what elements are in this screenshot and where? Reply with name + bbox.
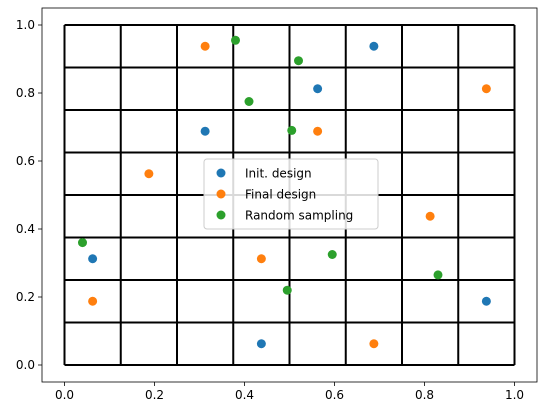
data-point-series-2 (287, 125, 297, 135)
y-axis-ticks: 0.0 0.2 0.4 0.6 0.8 1.0 (16, 18, 42, 372)
data-point-series-1 (200, 41, 210, 51)
data-points (78, 35, 491, 349)
legend-marker (216, 168, 226, 178)
data-point-series-2 (294, 56, 303, 66)
legend-label: Random sampling (245, 209, 353, 223)
y-tick-label: 0.4 (16, 222, 35, 236)
data-point-series-2 (433, 270, 443, 280)
data-point-series-2 (282, 285, 292, 295)
data-point-series-1 (369, 339, 379, 349)
data-point-series-0 (313, 84, 323, 94)
data-point-series-1 (313, 126, 323, 136)
legend: Init. design Final design Random sampling (203, 158, 379, 230)
x-tick-label: 1.0 (505, 388, 524, 402)
data-point-series-0 (369, 41, 379, 51)
data-point-series-1 (144, 169, 154, 179)
legend-box (203, 158, 379, 230)
data-point-series-1 (88, 296, 98, 306)
y-tick-label: 0.8 (16, 86, 35, 100)
data-point-series-0 (200, 126, 210, 136)
y-tick-label: 1.0 (16, 18, 35, 32)
y-tick-label: 0.2 (16, 290, 35, 304)
legend-label: Final design (245, 188, 316, 202)
data-point-series-2 (327, 250, 337, 259)
data-point-series-1 (425, 211, 435, 221)
x-tick-label: 0.2 (145, 388, 164, 402)
y-tick-label: 0.6 (16, 154, 35, 168)
data-point-series-2 (231, 35, 240, 45)
data-point-series-2 (244, 97, 254, 106)
legend-marker (216, 189, 226, 199)
data-point-series-2 (78, 238, 87, 248)
x-tick-label: 0.0 (55, 388, 74, 402)
x-tick-label: 0.8 (415, 388, 434, 402)
legend-marker (216, 210, 226, 220)
x-axis-ticks: 0.0 0.2 0.4 0.6 0.8 1.0 (55, 382, 524, 402)
data-point-series-0 (256, 339, 266, 349)
data-point-series-1 (256, 254, 266, 264)
y-tick-label: 0.0 (16, 358, 35, 372)
axes-frame (41, 7, 538, 383)
data-point-series-0 (481, 296, 491, 306)
data-point-series-1 (481, 84, 491, 94)
x-tick-label: 0.6 (325, 388, 344, 402)
legend-label: Init. design (245, 167, 312, 181)
x-tick-label: 0.4 (235, 388, 254, 402)
data-point-series-0 (88, 254, 98, 264)
